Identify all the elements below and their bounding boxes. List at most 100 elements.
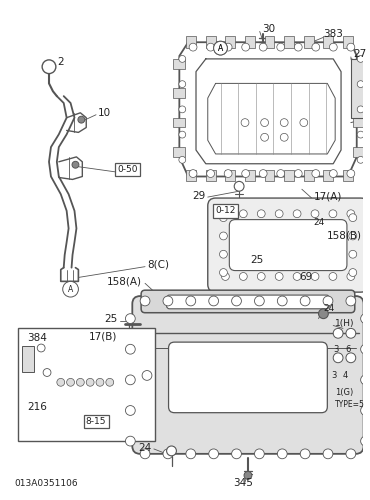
Circle shape xyxy=(347,170,355,177)
Circle shape xyxy=(357,106,364,113)
Circle shape xyxy=(300,296,310,306)
Circle shape xyxy=(224,43,232,51)
Circle shape xyxy=(361,344,370,354)
Circle shape xyxy=(77,378,84,386)
Circle shape xyxy=(346,296,356,306)
Circle shape xyxy=(72,162,79,168)
Circle shape xyxy=(280,134,288,141)
Circle shape xyxy=(275,272,283,280)
Text: 6: 6 xyxy=(345,346,350,354)
Bar xyxy=(323,170,333,181)
Text: 0-50: 0-50 xyxy=(117,165,138,174)
Circle shape xyxy=(312,43,320,51)
Text: 24: 24 xyxy=(323,304,334,314)
Circle shape xyxy=(179,56,186,62)
Text: 17(B): 17(B) xyxy=(89,331,118,341)
Circle shape xyxy=(329,210,337,218)
Circle shape xyxy=(219,214,228,222)
Bar xyxy=(284,170,294,181)
Bar xyxy=(351,59,370,118)
Bar xyxy=(343,170,353,181)
Text: 25: 25 xyxy=(104,314,118,324)
Text: 29: 29 xyxy=(192,191,206,201)
Circle shape xyxy=(125,436,135,446)
Text: 8(C): 8(C) xyxy=(147,260,169,270)
Circle shape xyxy=(213,42,228,55)
Bar xyxy=(186,36,196,48)
Circle shape xyxy=(125,344,135,354)
Circle shape xyxy=(219,232,228,240)
Bar xyxy=(284,36,294,48)
Text: 384: 384 xyxy=(27,333,47,343)
Text: 69: 69 xyxy=(299,272,312,282)
Circle shape xyxy=(349,268,357,276)
Circle shape xyxy=(261,118,269,126)
Text: 30: 30 xyxy=(262,24,275,34)
Circle shape xyxy=(280,118,288,126)
Bar xyxy=(174,118,185,128)
Circle shape xyxy=(222,272,229,280)
Circle shape xyxy=(186,296,196,306)
Circle shape xyxy=(349,214,357,222)
Bar xyxy=(174,88,185,98)
Circle shape xyxy=(106,378,114,386)
Bar xyxy=(245,36,255,48)
Circle shape xyxy=(239,210,247,218)
Circle shape xyxy=(189,170,197,177)
Circle shape xyxy=(179,80,186,87)
Bar xyxy=(353,59,364,69)
Circle shape xyxy=(323,296,333,306)
Circle shape xyxy=(294,170,302,177)
Circle shape xyxy=(213,42,228,55)
Circle shape xyxy=(207,43,215,51)
Circle shape xyxy=(311,272,319,280)
Text: 216: 216 xyxy=(27,402,47,412)
Circle shape xyxy=(349,250,357,258)
Bar xyxy=(225,36,235,48)
Circle shape xyxy=(186,449,196,458)
Bar xyxy=(323,36,333,48)
Circle shape xyxy=(357,80,364,87)
Bar xyxy=(186,170,196,181)
Circle shape xyxy=(57,378,65,386)
Bar xyxy=(206,170,216,181)
Circle shape xyxy=(323,449,333,458)
Bar xyxy=(21,346,34,372)
Bar xyxy=(353,88,364,98)
Text: 17(A): 17(A) xyxy=(314,191,342,201)
Text: 2: 2 xyxy=(57,57,64,67)
FancyBboxPatch shape xyxy=(141,290,355,312)
Circle shape xyxy=(255,449,264,458)
Circle shape xyxy=(293,210,301,218)
Circle shape xyxy=(311,210,319,218)
Bar xyxy=(225,170,235,181)
Bar xyxy=(265,36,275,48)
Circle shape xyxy=(300,118,308,126)
Circle shape xyxy=(207,170,215,177)
Text: 10: 10 xyxy=(98,108,111,118)
Circle shape xyxy=(166,446,176,456)
Circle shape xyxy=(232,296,241,306)
Circle shape xyxy=(357,131,364,138)
Circle shape xyxy=(329,43,337,51)
Text: 383: 383 xyxy=(323,30,343,40)
Circle shape xyxy=(63,282,78,297)
Circle shape xyxy=(242,170,250,177)
Circle shape xyxy=(219,250,228,258)
Circle shape xyxy=(275,210,283,218)
Circle shape xyxy=(78,116,85,123)
Circle shape xyxy=(346,353,356,362)
Bar xyxy=(206,36,216,48)
Circle shape xyxy=(232,449,241,458)
Circle shape xyxy=(312,170,320,177)
Circle shape xyxy=(142,370,152,380)
Circle shape xyxy=(42,60,56,74)
Circle shape xyxy=(37,344,45,352)
Text: 0-12: 0-12 xyxy=(215,206,236,216)
Circle shape xyxy=(125,375,135,385)
Circle shape xyxy=(244,472,252,480)
Circle shape xyxy=(347,272,355,280)
Circle shape xyxy=(259,43,267,51)
Circle shape xyxy=(234,182,244,191)
Circle shape xyxy=(257,272,265,280)
